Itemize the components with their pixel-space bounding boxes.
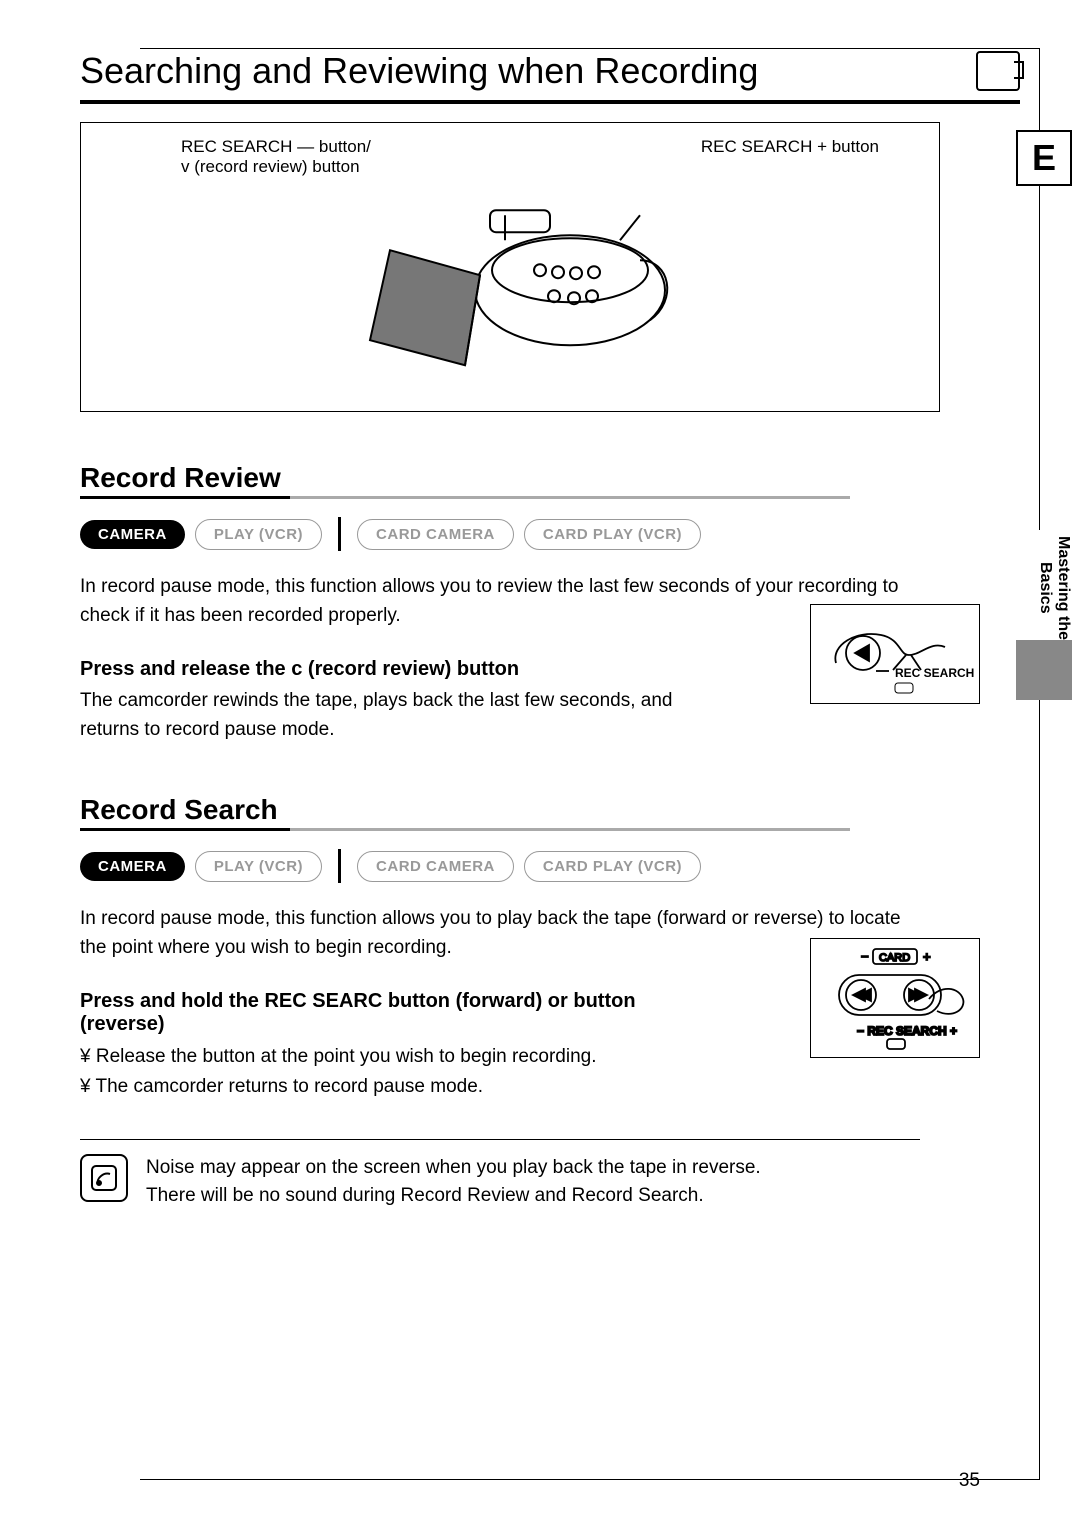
svg-text:−: − [861,949,869,964]
svg-text:− REC SEARCH +: − REC SEARCH + [857,1024,957,1038]
section-side-block [1016,640,1072,700]
language-tab: E [1016,130,1072,186]
note-icon [80,1154,128,1202]
record-search-heading: Record Search [80,794,850,831]
sd-card-icon [976,51,1020,91]
record-review-figure: REC SEARCH [810,604,980,704]
diagram-right-label: REC SEARCH + button [701,137,879,157]
svg-text:+: + [923,949,931,964]
record-review-heading: Record Review [80,462,850,499]
label-rec-search-minus: REC SEARCH — button/ [181,137,371,157]
section-side-label: Mastering the Basics [1016,530,1072,640]
page-number: 35 [959,1470,980,1492]
svg-text:CARD: CARD [879,952,910,964]
diagram-left-label: REC SEARCH — button/ v (record review) b… [181,137,371,177]
camcorder-illustration [330,181,690,391]
label-rec-search-plus: REC SEARCH + button [701,137,879,157]
label-record-review: v (record review) button [181,157,371,177]
record-search-figure: − CARD + − REC SEARCH + [810,938,980,1058]
camera-diagram: REC SEARCH — button/ v (record review) b… [80,122,940,412]
svg-text:REC SEARCH: REC SEARCH [895,666,974,680]
